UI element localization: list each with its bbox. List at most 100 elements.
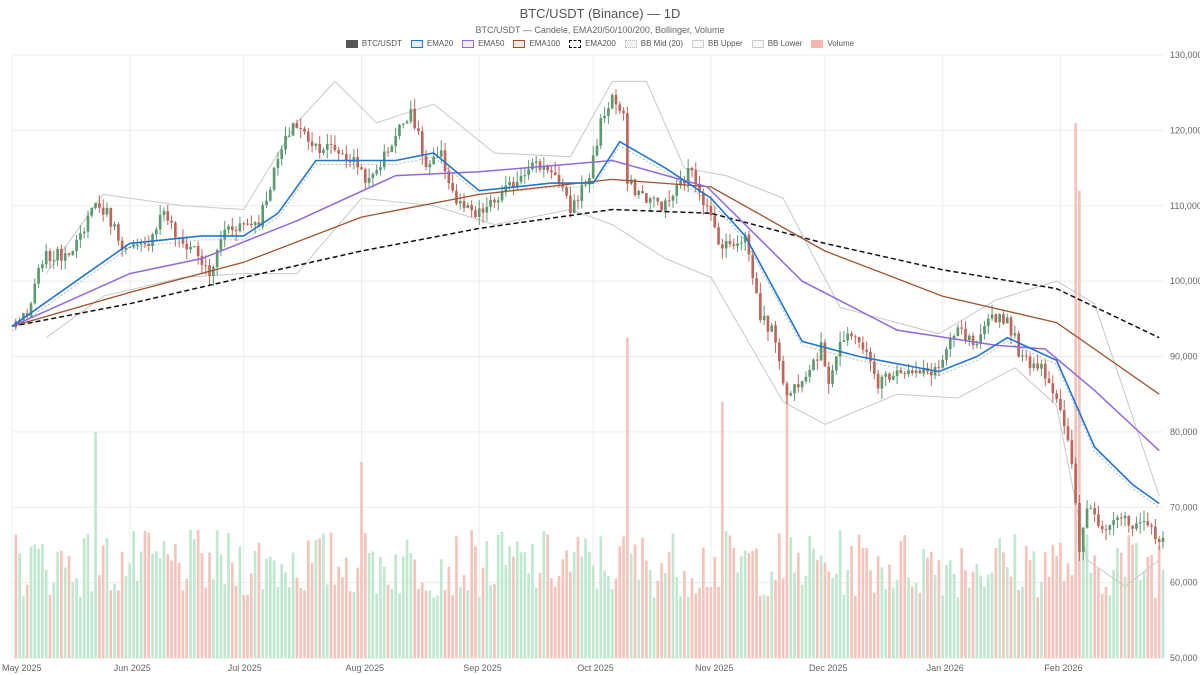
- candle-body: [314, 143, 318, 146]
- volume-bar: [227, 533, 230, 658]
- candle-body: [420, 131, 424, 157]
- volume-bar: [1119, 552, 1123, 658]
- volume-bar: [212, 579, 215, 658]
- candle-body: [519, 175, 523, 182]
- volume-bar: [113, 583, 116, 658]
- candle-body: [272, 167, 276, 190]
- volume-bar: [569, 571, 572, 658]
- candle-body: [664, 200, 667, 211]
- volume-bar: [683, 570, 686, 658]
- y-tick-label: 120,000: [1170, 125, 1200, 135]
- volume-bar: [200, 553, 204, 658]
- candle-body: [971, 335, 975, 346]
- legend-label: BTC/USDT: [361, 39, 402, 48]
- candle-body: [1021, 355, 1024, 357]
- volume-bar: [246, 594, 249, 658]
- volume-bar: [713, 557, 717, 658]
- legend-label: EMA20: [426, 39, 454, 48]
- x-tick-label: Jan 2026: [927, 663, 964, 673]
- volume-bar: [686, 597, 690, 658]
- volume-bar: [1089, 572, 1093, 658]
- candle-body: [542, 166, 546, 170]
- volume-bar: [1043, 552, 1047, 658]
- volume-bar: [151, 553, 154, 658]
- volume-bar: [386, 584, 390, 658]
- volume-bar: [341, 577, 344, 658]
- candle-body: [295, 123, 299, 129]
- volume-bar: [1055, 556, 1058, 658]
- volume-bar: [325, 584, 329, 658]
- legend-item: BTC/USDT: [345, 39, 402, 48]
- candle-body: [481, 208, 485, 213]
- volume-bar: [603, 570, 606, 658]
- volume-bar: [257, 542, 261, 658]
- volume-bar: [702, 547, 705, 658]
- legend-label: BB Upper: [708, 39, 743, 48]
- candle-body: [538, 161, 542, 170]
- x-tick-label: Nov 2025: [695, 663, 734, 673]
- volume-bar: [641, 537, 644, 658]
- volume-bar: [770, 571, 774, 658]
- legend-swatch: [811, 39, 824, 48]
- volume-bar: [420, 582, 424, 658]
- volume-bar: [303, 590, 306, 658]
- volume-bar: [789, 537, 793, 658]
- volume-bar: [41, 544, 44, 658]
- volume-bar: [732, 547, 736, 658]
- candle-body: [234, 230, 238, 232]
- candle-body: [675, 185, 679, 196]
- candle-body: [614, 94, 618, 105]
- candle-body: [322, 149, 325, 153]
- candle-body: [428, 163, 432, 168]
- candle-body: [1040, 363, 1043, 369]
- volume-bar: [572, 552, 576, 658]
- volume-bar: [956, 597, 960, 658]
- volume-bar: [823, 562, 827, 658]
- volume-bar: [37, 548, 40, 658]
- candle-body: [120, 240, 124, 250]
- volume-bar: [344, 557, 348, 658]
- volume-bar: [98, 575, 101, 658]
- candle-body: [238, 223, 242, 232]
- candle-body: [667, 200, 671, 202]
- candle-body: [872, 361, 876, 374]
- candle-body: [603, 116, 606, 119]
- volume-bar: [230, 562, 234, 658]
- x-tick-label: Feb 2026: [1044, 663, 1082, 673]
- volume-bar: [1135, 542, 1138, 658]
- candle-body: [1116, 517, 1119, 521]
- volume-bar: [1150, 554, 1153, 658]
- volume-bar: [143, 530, 147, 658]
- candle-body: [151, 234, 154, 246]
- volume-bar: [998, 538, 1001, 658]
- candle-body: [227, 226, 230, 230]
- candle-body: [683, 180, 686, 184]
- volume-bar: [363, 532, 367, 658]
- volume-bar: [778, 533, 781, 658]
- candle-body: [409, 108, 413, 122]
- candle-body: [1123, 515, 1127, 519]
- candle-body: [394, 136, 397, 147]
- candle-body: [804, 376, 808, 382]
- volume-bar: [766, 595, 770, 658]
- volume-bar: [660, 563, 663, 658]
- volume-bar: [466, 590, 470, 658]
- candle-body: [22, 313, 25, 321]
- candle-body: [994, 314, 998, 323]
- volume-bar: [793, 572, 796, 658]
- candle-body: [268, 189, 272, 201]
- volume-bar: [215, 530, 219, 658]
- candle-body: [557, 174, 561, 183]
- volume-bar: [306, 540, 310, 658]
- volume-bar: [1002, 552, 1005, 658]
- candle-body: [891, 376, 895, 380]
- candle-body: [952, 336, 956, 339]
- volume-bar: [14, 534, 18, 658]
- volume-bar: [1078, 190, 1081, 659]
- volume-bar: [819, 555, 823, 658]
- candle-body: [785, 383, 789, 396]
- candle-body: [212, 267, 215, 276]
- candle-body: [819, 342, 823, 361]
- volume-bar: [542, 531, 546, 658]
- candle-body: [732, 244, 736, 246]
